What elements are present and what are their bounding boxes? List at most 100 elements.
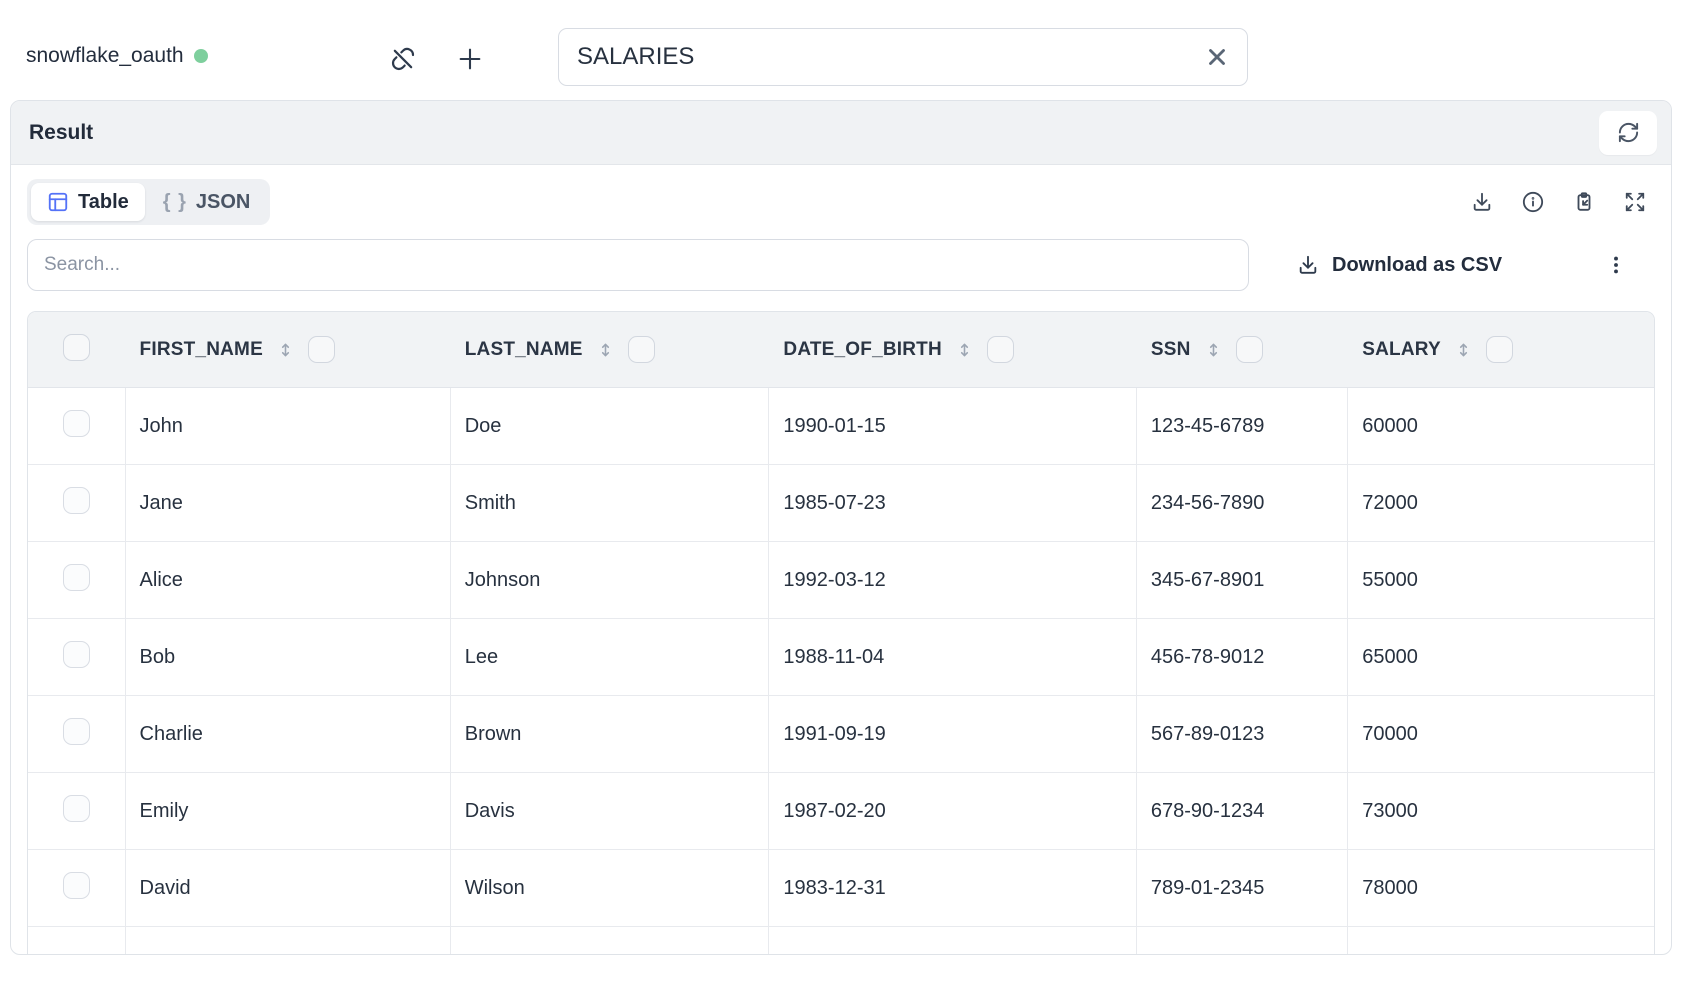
table-cell: David [125,850,451,927]
refresh-button[interactable] [1599,110,1657,155]
table-row[interactable]: Charlie Brown 1991-09-19 567-89-0123 700… [28,696,1654,773]
clear-table-name-button[interactable] [1200,40,1234,74]
download-csv-button[interactable]: Download as CSV [1297,254,1502,277]
table-name-field [558,28,1248,86]
column-select-checkbox[interactable] [1235,336,1263,363]
row-checkbox[interactable] [62,563,90,591]
column-header-label: SALARY [1362,338,1441,360]
column-header[interactable]: FIRST_NAME [125,312,451,388]
table-icon [47,191,69,213]
row-checkbox[interactable] [62,486,90,514]
download-result-button[interactable] [1470,190,1494,214]
row-checkbox[interactable] [62,409,90,437]
add-query-button[interactable] [453,42,487,76]
connection-status-icon [193,49,208,63]
table-cell [1348,927,1654,954]
column-header[interactable]: SSN [1136,312,1349,388]
result-info-button[interactable] [1521,190,1545,214]
table-cell: Smith [450,465,770,542]
table-header-row: FIRST_NAME LAST_NAME [28,312,1654,388]
table-cell: 789-01-2345 [1136,850,1349,927]
download-csv-label: Download as CSV [1332,253,1503,276]
disconnect-button[interactable] [386,42,420,76]
select-all-checkbox[interactable] [63,333,91,361]
kebab-menu-icon [1605,254,1627,276]
result-toolbar: Table { } JSON [27,179,1655,225]
fullscreen-result-button[interactable] [1623,190,1647,214]
table-row[interactable]: John Doe 1990-01-15 123-45-6789 60000 [28,388,1654,465]
column-header-label: DATE_OF_BIRTH [783,338,942,360]
sort-icon[interactable] [955,339,974,361]
column-header[interactable]: SALARY [1348,312,1654,388]
result-action-icons [1470,190,1655,214]
download-icon [1297,254,1319,276]
paste-icon [1573,191,1595,213]
top-bar: snowflake_oauth [0,0,1682,100]
table-cell: 70000 [1348,696,1654,773]
row-checkbox[interactable] [62,794,90,822]
more-options-button[interactable] [1603,250,1629,280]
table-cell: 1991-09-19 [769,696,1137,773]
table-cell [450,927,770,954]
table-cell: 123-45-6789 [1136,388,1349,465]
row-checkbox[interactable] [62,640,90,668]
result-panel-header: Result [11,101,1671,165]
table-cell: 1992-03-12 [769,542,1137,619]
sort-icon[interactable] [1204,339,1223,361]
table-cell: 1990-01-15 [769,388,1137,465]
close-icon [1204,44,1230,70]
sort-icon[interactable] [276,339,295,361]
connection-name: snowflake_oauth [26,44,184,67]
sort-icon[interactable] [596,339,615,361]
table-cell: 1987-02-20 [769,773,1137,850]
table-cell: Wilson [450,850,770,927]
table-row[interactable]: Bob Lee 1988-11-04 456-78-9012 65000 [28,619,1654,696]
column-header[interactable]: DATE_OF_BIRTH [769,312,1137,388]
table-cell: 55000 [1348,542,1654,619]
column-header[interactable]: LAST_NAME [450,312,770,388]
row-checkbox[interactable] [62,717,90,745]
table-cell: Jane [125,465,451,542]
table-cell: Davis [450,773,770,850]
panel-title: Result [29,120,94,144]
table-cell: Brown [450,696,770,773]
table-row[interactable]: Alice Johnson 1992-03-12 345-67-8901 550… [28,542,1654,619]
refresh-icon [1617,121,1640,144]
table-row-partial[interactable] [28,927,1654,954]
table-cell: 65000 [1348,619,1654,696]
table-cell: Lee [450,619,770,696]
connection-selector[interactable]: snowflake_oauth [26,44,208,68]
result-table-container: FIRST_NAME LAST_NAME [27,311,1655,954]
view-toggle-table-label: Table [78,190,129,213]
search-input[interactable] [27,239,1249,291]
table-cell: 1985-07-23 [769,465,1137,542]
view-toggle-table[interactable]: Table [31,183,145,221]
table-row[interactable]: David Wilson 1983-12-31 789-01-2345 7800… [28,850,1654,927]
column-select-checkbox[interactable] [307,336,335,363]
select-all-header-cell [28,312,126,388]
column-select-checkbox[interactable] [1485,336,1513,363]
column-select-checkbox[interactable] [986,336,1014,363]
view-toggle-json[interactable]: { } JSON [147,183,267,221]
table-row[interactable]: Jane Smith 1985-07-23 234-56-7890 72000 [28,465,1654,542]
table-cell: 1983-12-31 [769,850,1137,927]
info-icon [1522,191,1544,213]
table-row[interactable]: Emily Davis 1987-02-20 678-90-1234 73000 [28,773,1654,850]
row-checkbox[interactable] [62,871,90,899]
table-cell: 60000 [1348,388,1654,465]
expand-icon [1624,191,1646,213]
sort-icon[interactable] [1454,339,1473,361]
copy-to-clipboard-button[interactable] [1572,190,1596,214]
table-body: John Doe 1990-01-15 123-45-6789 60000 Ja… [28,388,1654,954]
table-cell: Emily [125,773,451,850]
view-toggle: Table { } JSON [27,179,271,225]
table-name-input[interactable] [558,28,1248,86]
plus-icon [456,45,484,73]
table-cell: John [125,388,451,465]
result-panel-body: Table { } JSON [11,165,1671,954]
table-cell: Doe [450,388,770,465]
column-select-checkbox[interactable] [627,336,655,363]
table-cell: 78000 [1348,850,1654,927]
table-cell: 678-90-1234 [1136,773,1349,850]
table-cell: 73000 [1348,773,1654,850]
